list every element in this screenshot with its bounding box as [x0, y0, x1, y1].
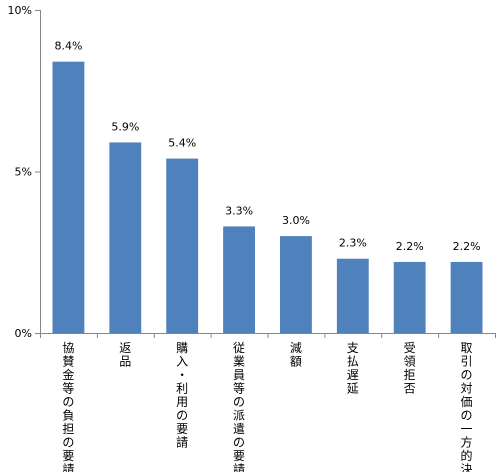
bar — [450, 261, 483, 333]
data-label: 8.4% — [54, 40, 82, 53]
category-label: 受領拒否 — [404, 341, 416, 396]
category-label: 支払遅延 — [347, 341, 359, 396]
bar — [336, 258, 369, 333]
y-tick-label: 5% — [15, 166, 32, 179]
category-label: 返品 — [119, 341, 131, 369]
bar — [393, 261, 426, 333]
data-label: 2.3% — [339, 237, 367, 250]
bar — [109, 142, 142, 333]
bar — [52, 61, 85, 334]
bar — [166, 158, 199, 333]
data-label: 5.9% — [111, 120, 139, 133]
category-label: 減額 — [290, 340, 302, 369]
data-label: 3.3% — [225, 204, 253, 217]
category-label: 購入・利用の要請 — [176, 341, 188, 450]
data-label: 2.2% — [396, 240, 424, 253]
y-tick-label: 10% — [8, 4, 32, 17]
bar — [280, 236, 312, 333]
data-label: 2.2% — [453, 240, 481, 253]
category-label: 取引の対価の一方的決定 — [461, 341, 473, 472]
category-label: 協賛金等の負担の要請 — [62, 340, 74, 472]
data-label: 3.0% — [282, 214, 310, 227]
category-label: 従業員等の派遣の要請 — [233, 341, 245, 472]
y-tick-label: 0% — [15, 327, 32, 340]
data-label: 5.4% — [168, 137, 196, 150]
bar — [223, 226, 255, 333]
